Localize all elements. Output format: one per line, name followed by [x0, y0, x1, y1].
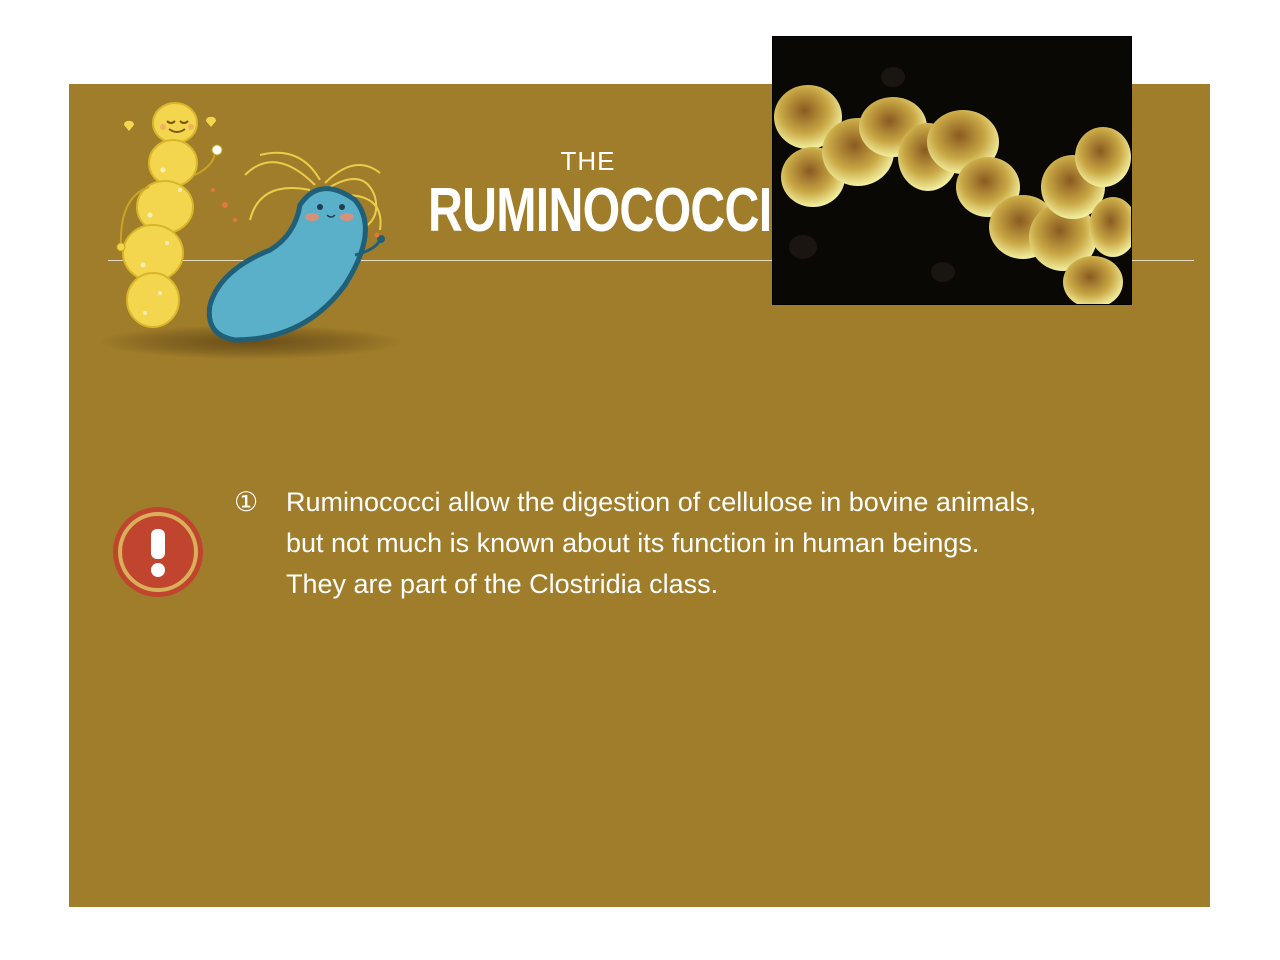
- bullet-lines: Ruminococci allow the digestion of cellu…: [286, 482, 1166, 605]
- title-divider: [108, 260, 1194, 261]
- yellow-bacterium-cartoon: [116, 102, 223, 328]
- blue-bacterium-cartoon: [206, 151, 385, 343]
- title-prefix: THE: [560, 146, 616, 176]
- body-line-3: They are part of the Clostridia class.: [286, 569, 719, 599]
- exclamation-icon: [113, 507, 203, 597]
- microscope-photo: [772, 36, 1132, 305]
- body-line-1: Ruminococci allow the digestion of cellu…: [286, 487, 1037, 517]
- body-line-2: but not much is known about its function…: [286, 528, 980, 558]
- bullet-number: ①: [234, 487, 259, 517]
- cocci-chain-image: [773, 37, 1131, 304]
- page-title: RUMINOCOCCI: [428, 176, 772, 245]
